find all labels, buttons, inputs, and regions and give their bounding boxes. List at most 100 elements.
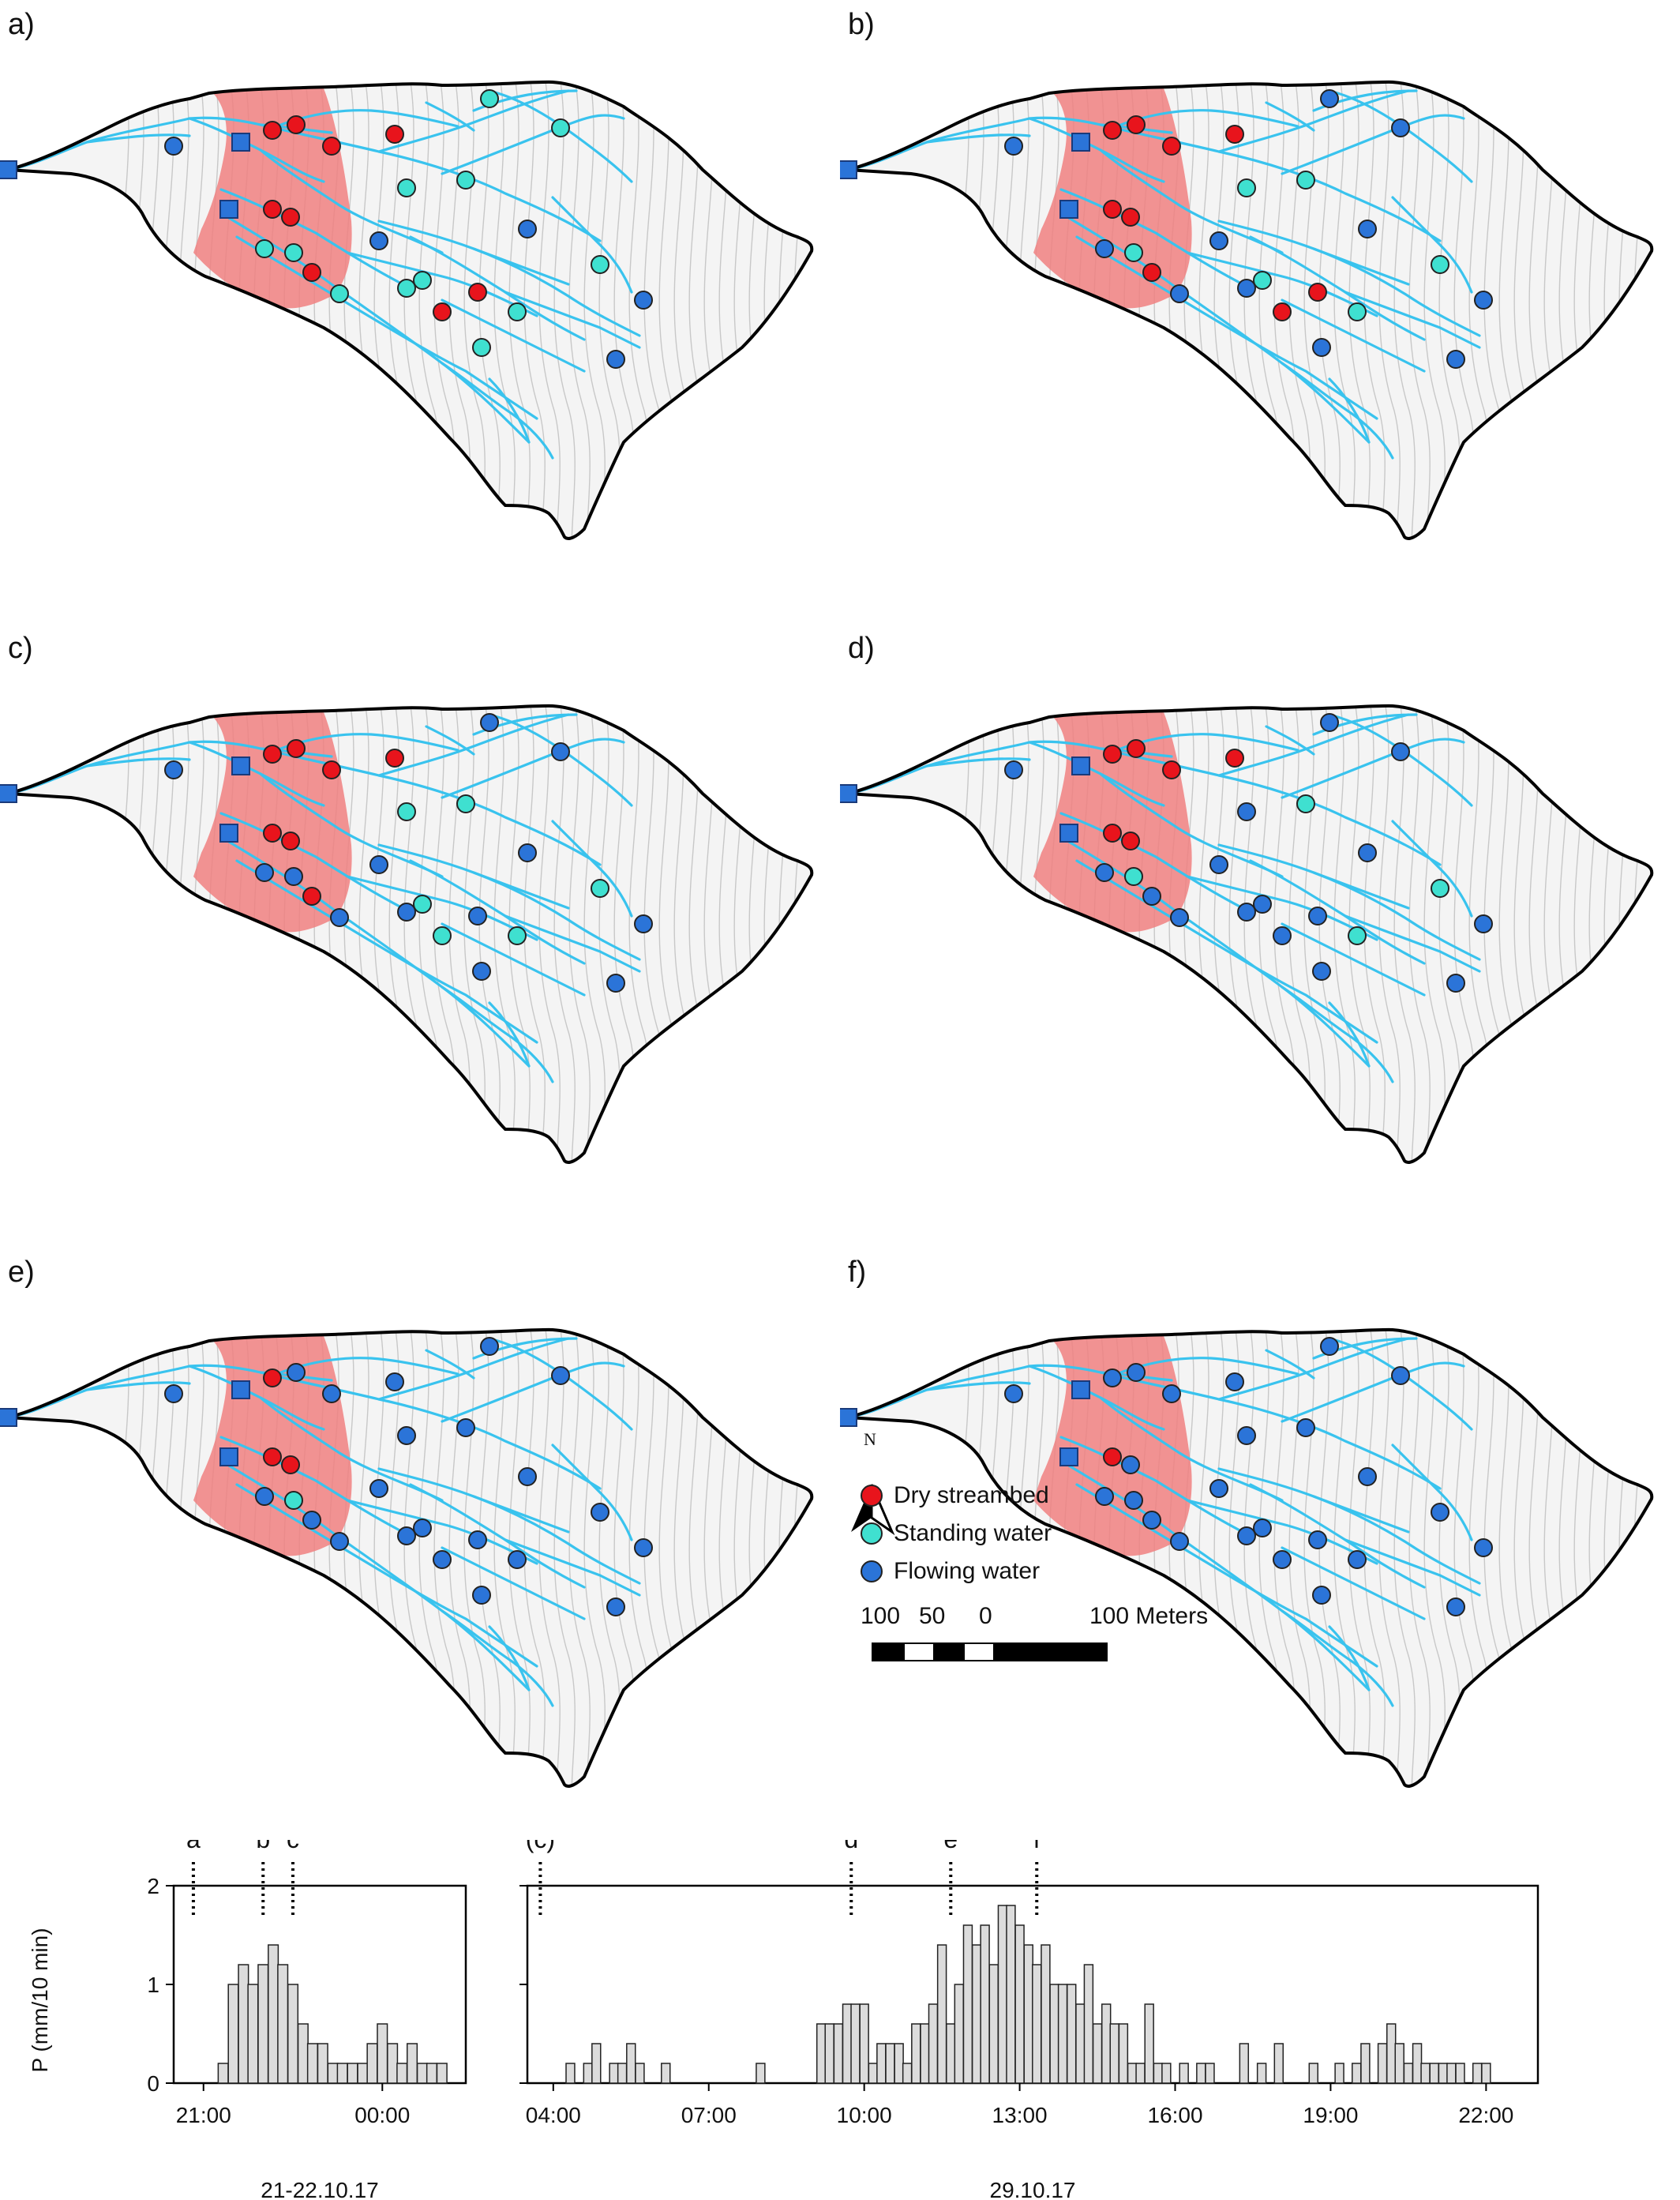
site-marker (591, 879, 609, 898)
site-marker (480, 1337, 499, 1356)
event-marker-label: e (943, 1840, 958, 1853)
catchment-map (840, 80, 1654, 540)
stream-line (488, 1001, 531, 1068)
site-marker (1237, 802, 1256, 821)
stream-line (219, 188, 412, 290)
site-marker (472, 962, 491, 981)
site-marker (263, 121, 282, 140)
site-marker (1391, 118, 1410, 137)
site-marker (287, 739, 306, 758)
site-marker (1320, 89, 1339, 108)
catchment-outline (847, 80, 1654, 540)
site-marker (480, 713, 499, 732)
stream-line (1186, 251, 1378, 317)
site-marker (1162, 760, 1181, 779)
site-marker (1253, 271, 1272, 290)
stream-line (1281, 1546, 1426, 1620)
gauge-square-icon (840, 160, 857, 179)
precip-bar (1239, 2043, 1250, 2084)
site-marker (302, 263, 321, 282)
stream-line (551, 196, 633, 294)
site-marker (281, 832, 300, 850)
panel-label: d) (848, 632, 875, 665)
precip-bar (347, 2063, 358, 2084)
precip-bar (247, 1984, 259, 2084)
precip-bar (1481, 2063, 1491, 2084)
site-marker (606, 350, 625, 369)
precip-bar (1041, 1944, 1051, 2084)
standing-dot-icon (861, 1522, 883, 1545)
site-marker (634, 1538, 653, 1557)
gauge-square-icon (1071, 133, 1090, 152)
stream-line (1265, 101, 1315, 132)
contour-line (778, 705, 803, 1162)
stream-line (85, 757, 191, 768)
contour-line (1633, 1329, 1652, 1786)
x-tick-label: 00:00 (354, 2103, 410, 2127)
gauge-square-icon (219, 1447, 238, 1466)
site-marker (456, 1418, 475, 1437)
site-marker (468, 907, 487, 925)
site-marker (263, 200, 282, 219)
gauge-square-icon (1071, 1380, 1090, 1399)
stream-line (1281, 738, 1465, 799)
stream-line (925, 133, 1031, 144)
site-marker (433, 926, 452, 945)
precip-bar (436, 2063, 448, 2084)
site-marker (1142, 263, 1161, 282)
site-marker (413, 271, 432, 290)
site-marker (397, 802, 416, 821)
precip-bar (1438, 2063, 1449, 2084)
site-marker (1142, 887, 1161, 906)
site-marker (1103, 824, 1122, 843)
legend-item-dry: Dry streambed (861, 1477, 1052, 1515)
stream-line (259, 1396, 444, 1502)
stream-line (551, 820, 633, 918)
stream-line (1099, 747, 1442, 866)
stream-line (1099, 123, 1442, 242)
site-marker (1170, 1532, 1189, 1551)
stream-line (1344, 914, 1481, 973)
site-marker (397, 1526, 416, 1545)
stream-line (472, 1495, 641, 1585)
site-marker (1170, 284, 1189, 303)
site-marker (284, 243, 303, 262)
site-marker (322, 1384, 341, 1403)
site-marker (1348, 302, 1367, 321)
panel-label: a) (8, 8, 35, 41)
site-marker (433, 302, 452, 321)
site-marker (397, 178, 416, 197)
precip-bar (287, 1984, 299, 2084)
stream-line (425, 1349, 475, 1380)
stream-line (1312, 871, 1481, 961)
precip-bar (217, 2063, 229, 2084)
precip-bar (635, 2063, 645, 2084)
site-marker (330, 908, 349, 927)
x-tick-label: 10:00 (837, 2103, 892, 2127)
precip-bar (920, 2023, 930, 2084)
site-marker (1348, 926, 1367, 945)
stream-line (441, 114, 625, 175)
precip-bar (902, 2063, 913, 2084)
site-marker (1253, 895, 1272, 914)
site-marker (518, 843, 537, 862)
gauge-square-icon (0, 160, 17, 179)
site-marker (263, 1368, 282, 1387)
legend-label: Flowing water (894, 1558, 1041, 1584)
site-marker (1358, 843, 1377, 862)
stream-line (85, 133, 191, 144)
stream-line (1099, 772, 1284, 878)
site-marker (281, 1455, 300, 1474)
y-tick-label: 2 (147, 1874, 159, 1898)
stream-line (1059, 1459, 1371, 1691)
stream-line (259, 1371, 602, 1490)
contour-line (1393, 81, 1418, 539)
site-marker (255, 1487, 274, 1506)
stream-line (1186, 1499, 1378, 1565)
stream-line (346, 875, 538, 941)
precip-bar (980, 1924, 990, 2084)
date-label: 21-22.10.17 (261, 2178, 378, 2200)
site-marker (284, 867, 303, 886)
catchment-outline (847, 1327, 1654, 1788)
site-marker (1296, 171, 1315, 190)
